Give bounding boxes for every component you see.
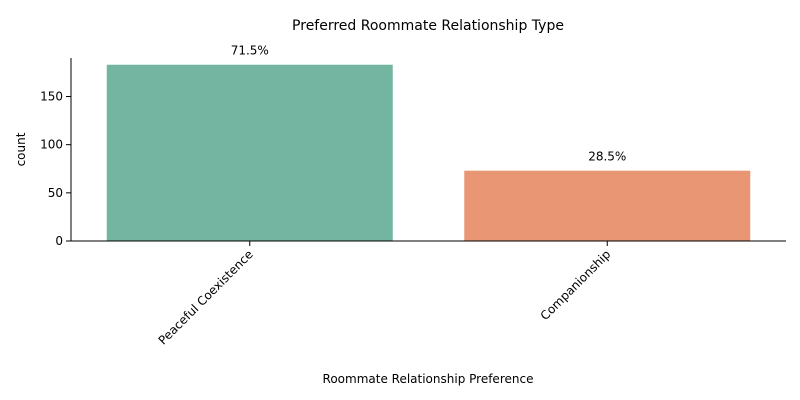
x-tick-label: Companionship: [538, 247, 614, 323]
bar: [106, 64, 393, 242]
data-labels: 71.5% 28.5%: [231, 44, 627, 164]
y-tick-label: 0: [55, 234, 63, 248]
chart-title: Preferred Roommate Relationship Type: [292, 18, 564, 34]
y-axis-label: count: [14, 132, 28, 166]
bars: [106, 64, 751, 242]
bar-data-label: 28.5%: [588, 150, 626, 164]
y-tick-label: 100: [40, 138, 63, 152]
y-tick-label: 50: [48, 186, 63, 200]
y-axis-ticks: 0 50 100 150: [40, 90, 71, 248]
x-tick-label: Peaceful Coexistence: [156, 247, 256, 347]
y-tick-label: 150: [40, 90, 63, 104]
bar-data-label: 71.5%: [231, 44, 269, 58]
x-axis-ticks: Peaceful Coexistence Companionship: [156, 241, 614, 347]
bar: [464, 170, 751, 241]
x-axis-label: Roommate Relationship Preference: [323, 372, 534, 386]
